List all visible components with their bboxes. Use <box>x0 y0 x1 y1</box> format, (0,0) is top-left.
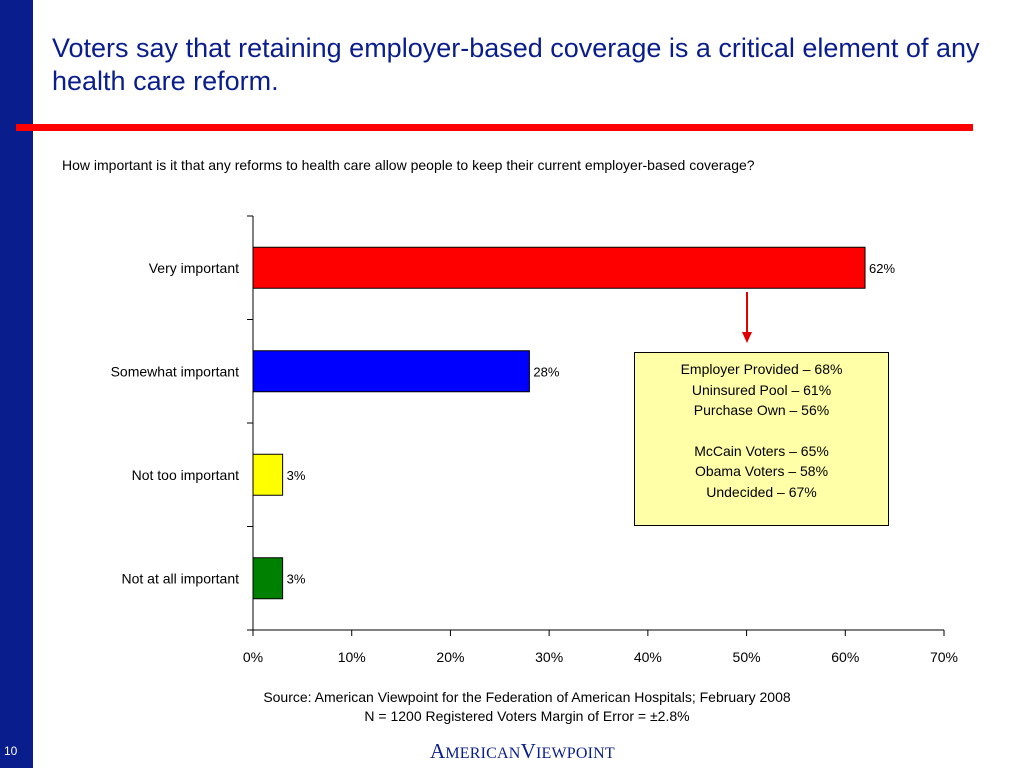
callout-line: Uninsured Pool – 61% <box>691 381 832 398</box>
callout-line: Obama Voters – 58% <box>694 463 829 479</box>
data-label: 3% <box>287 468 306 483</box>
sample-line: N = 1200 Registered Voters Margin of Err… <box>364 708 690 724</box>
bar <box>252 453 284 496</box>
data-label: 62% <box>869 261 895 276</box>
x-tick-label: 30% <box>535 649 563 665</box>
source-line: Source: American Viewpoint for the Feder… <box>263 689 791 705</box>
category-label: Not at all important <box>122 570 240 586</box>
x-tick-label: 10% <box>338 649 366 665</box>
page-number: 10 <box>4 744 18 758</box>
x-tick-label: 70% <box>930 649 958 665</box>
bar-chart: 0% 10% 20% 30% 40% 50% 60% 70% Very important 62%… <box>111 215 958 665</box>
x-tick-label: 40% <box>634 649 662 665</box>
source-note: Source: American Viewpoint for the Feder… <box>150 688 904 726</box>
callout-line: Employer Provided – 68% <box>680 361 843 377</box>
category-label: Not too important <box>132 467 239 483</box>
x-tick-label: 60% <box>831 649 859 665</box>
category-label: Very important <box>149 260 239 276</box>
bar <box>252 350 530 393</box>
category-label: Somewhat important <box>111 363 240 379</box>
x-tick-label: 0% <box>243 649 263 665</box>
data-label: 3% <box>287 571 306 586</box>
slide-title: Voters say that retaining employer-based… <box>52 33 980 96</box>
callout-box: Employer Provided – 68% Uninsured Pool –… <box>634 352 889 526</box>
title-divider <box>16 124 973 131</box>
bar <box>252 246 866 289</box>
bar <box>252 557 284 600</box>
x-tick-label: 20% <box>436 649 464 665</box>
data-label: 28% <box>533 364 559 379</box>
callout-line: McCain Voters – 65% <box>694 442 829 459</box>
american-viewpoint-logo: AMERICANVIEWPOINT <box>430 739 615 763</box>
callout-line: Purchase Own – 56% <box>693 402 830 418</box>
callout-arrowhead <box>742 332 752 343</box>
survey-question: How important is it that any reforms to … <box>62 157 755 173</box>
callout-line: Undecided – 67% <box>706 483 817 500</box>
x-tick-label: 50% <box>733 649 761 665</box>
